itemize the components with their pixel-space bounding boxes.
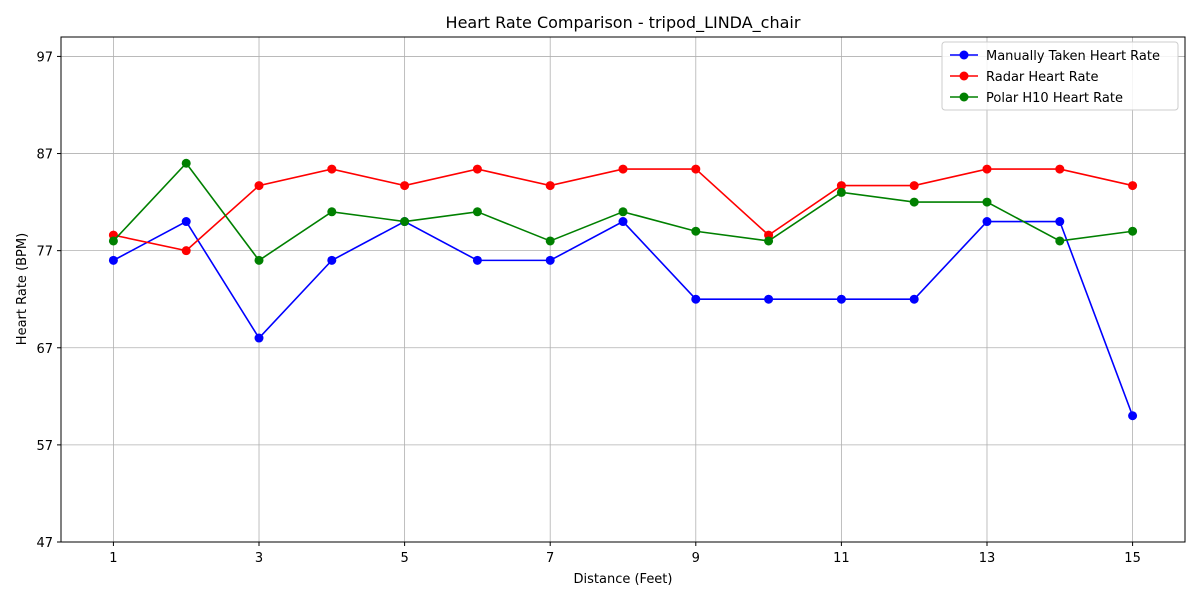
data-point [254,181,264,191]
x-tick-label: 11 [833,551,850,566]
data-point [836,181,846,191]
data-point [764,236,774,246]
legend-marker [959,92,969,102]
y-tick-label: 87 [36,148,53,163]
legend-marker [959,50,969,60]
data-point [327,164,337,174]
y-tick-label: 47 [36,536,53,551]
data-point [327,255,337,265]
series-layer [108,158,1138,421]
y-axis-label: Heart Rate (BPM) [15,233,30,345]
data-point [982,197,992,207]
data-point [400,217,410,227]
legend-item: Manually Taken Heart Rate [950,49,1160,64]
data-point [108,236,118,246]
legend-label: Radar Heart Rate [986,70,1099,85]
legend-item: Radar Heart Rate [950,70,1099,85]
data-point [1128,181,1138,191]
x-tick-label: 7 [546,551,554,566]
data-point [982,164,992,174]
y-tick-label: 97 [36,50,53,65]
data-point [181,217,191,227]
data-point [691,164,701,174]
legend-item: Polar H10 Heart Rate [950,91,1123,106]
data-point [400,181,410,191]
chart-title: Heart Rate Comparison - tripod_LINDA_cha… [446,13,801,33]
data-point [181,246,191,256]
data-point [1055,236,1065,246]
legend-box [941,41,1179,111]
data-point [472,207,482,217]
plot-area [60,36,1186,543]
data-point [909,294,919,304]
series-1 [108,217,1138,421]
data-point [691,226,701,236]
data-point [472,255,482,265]
series-2 [108,164,1138,256]
data-point [108,255,118,265]
data-point [909,197,919,207]
legend: Manually Taken Heart Rate Radar Heart Rat… [941,41,1179,111]
data-point [836,187,846,197]
y-tick-label: 57 [36,439,53,454]
data-point [764,294,774,304]
data-point [254,255,264,265]
data-point [545,236,555,246]
data-point [909,181,919,191]
data-point [618,207,628,217]
legend-marker [959,71,969,81]
x-tick-label: 13 [979,551,996,566]
data-point [618,217,628,227]
data-point [691,294,701,304]
x-tick-label: 9 [692,551,700,566]
data-point [327,207,337,217]
data-point [545,255,555,265]
data-point [1128,411,1138,421]
y-tick-label: 77 [36,245,53,260]
series-3 [108,158,1138,265]
legend-label: Manually Taken Heart Rate [986,49,1160,64]
data-point [1055,164,1065,174]
x-tick-label: 15 [1124,551,1141,566]
data-point [618,164,628,174]
x-tick-label: 5 [400,551,408,566]
data-point [472,164,482,174]
y-tick-label: 67 [36,342,53,357]
data-point [545,181,555,191]
x-tick-label: 1 [109,551,117,566]
data-point [181,158,191,168]
data-point [982,217,992,227]
data-point [836,294,846,304]
data-point [254,333,264,343]
data-point [1055,217,1065,227]
legend-label: Polar H10 Heart Rate [986,91,1123,106]
data-point [1128,226,1138,236]
x-tick-label: 3 [255,551,263,566]
x-axis-label: Distance (Feet) [574,572,673,587]
